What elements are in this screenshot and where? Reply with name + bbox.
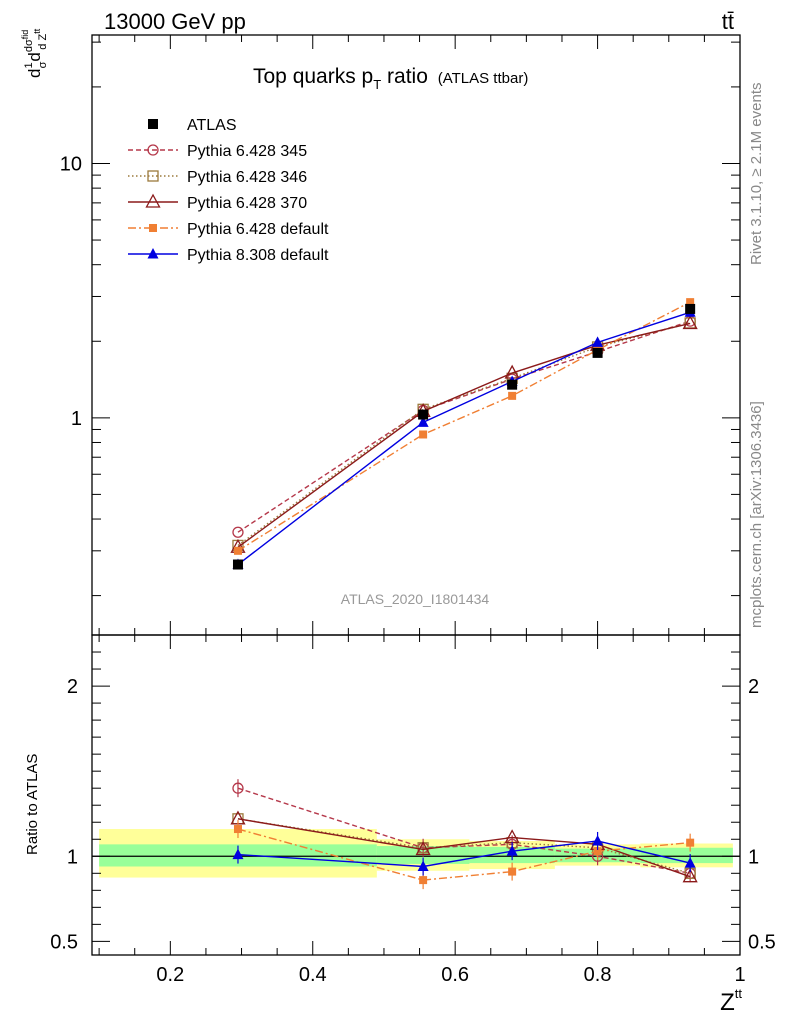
point-atlas [507, 379, 518, 390]
plot-title-main: Top quarks p [253, 65, 373, 88]
legend-entry-pythia-6-428-default: Pythia 6.428 default [128, 221, 329, 238]
point-pythia-8-308-default [592, 336, 604, 347]
ratio-point-pythia-8-308-default [592, 834, 604, 846]
point-atlas [418, 409, 429, 420]
ratio-point-pythia-6-428-default [419, 876, 428, 885]
x-tick-label: 0.4 [299, 964, 327, 986]
x-tick-label: 1 [734, 964, 745, 986]
legend-label-pythia-6-428-345: Pythia 6.428 345 [187, 143, 307, 160]
energy-label: 13000 GeV pp [104, 9, 246, 34]
legend-entry-atlas: ATLAS [148, 117, 237, 134]
ratio-point-pythia-6-428-default [593, 847, 602, 856]
ratio-point-pythia-6-428-default [508, 867, 517, 876]
legend-marker-atlas [148, 119, 158, 129]
ratio-panel: 0.2 0.4 0.6 0.8 10.5 0.51 12 2 [50, 634, 776, 986]
x-tick-label: 0.8 [584, 964, 612, 986]
process-label: tt̄ [722, 9, 734, 34]
ratio-y-tick-label-left: 0.5 [50, 931, 78, 953]
legend-label-pythia-6-428-default: Pythia 6.428 default [187, 221, 329, 238]
ratio-y-tick-label-right: 0.5 [748, 931, 776, 953]
point-pythia-6-428-370 [682, 315, 698, 330]
rivet-version-label: Rivet 3.1.10, ≥ 2.1M events [748, 83, 765, 266]
x-tick-label: 0.6 [441, 964, 469, 986]
point-pythia-6-428-default [686, 298, 695, 307]
legend-marker-pythia-6-428-370 [145, 193, 161, 208]
x-axis-label-main: Z [720, 989, 735, 1016]
ratio-point-pythia-8-308-default [232, 848, 244, 860]
ratio-point-pythia-8-308-default [506, 845, 518, 856]
plot-title-small: (ATLAS ttbar) [438, 70, 529, 87]
ratio-point-pythia-8-308-default [684, 857, 696, 868]
ratio-point-pythia-6-428-370 [415, 841, 431, 856]
point-pythia-6-428-345 [232, 526, 244, 538]
legend-marker-pythia-6-428-345 [147, 144, 159, 156]
point-pythia-6-428-default [419, 430, 428, 439]
x-axis-label-sup: tt [735, 986, 743, 1001]
plot-title: Top quarks pT ratio (ATLAS ttbar) [253, 65, 528, 92]
legend-entry-pythia-6-428-370: Pythia 6.428 370 [128, 193, 307, 212]
legend-entry-pythia-8-308-default: Pythia 8.308 default [128, 247, 329, 264]
legend-marker-pythia-6-428-346 [147, 170, 159, 182]
legend-entry-pythia-6-428-345: Pythia 6.428 345 [128, 143, 307, 160]
ratio-band-inner-4 [640, 847, 733, 864]
x-axis-label: Ztt [720, 986, 742, 1016]
legend-label-atlas: ATLAS [187, 117, 237, 134]
legend-marker-pythia-8-308-default [147, 248, 159, 259]
legend-label-pythia-6-428-346: Pythia 6.428 346 [187, 169, 307, 186]
x-tick-label: 0.2 [156, 964, 184, 986]
legend-label-pythia-6-428-370: Pythia 6.428 370 [187, 195, 307, 212]
analysis-id-label: ATLAS_2020_I1801434 [341, 591, 490, 607]
series-line-pythia-6-428-345 [237, 320, 691, 533]
ratio-point-pythia-8-308-default [417, 860, 429, 871]
legend-marker-pythia-6-428-default [149, 224, 157, 232]
ratio-frame [91, 634, 741, 956]
ratio-y-tick-label-left: 1 [67, 846, 78, 868]
main-panel: 1 10 [60, 34, 741, 636]
y-tick-label: 10 [60, 153, 82, 175]
point-atlas [592, 347, 603, 358]
point-pythia-8-308-default [417, 416, 429, 427]
series-line-pythia-6-428-370 [237, 322, 691, 548]
plot-title-subscript: T [373, 77, 381, 92]
series-line-pythia-8-308-default [237, 311, 691, 566]
ratio-y-axis-label: Ratio to ATLAS [24, 754, 41, 855]
legend: ATLAS Pythia 6.428 345 Pythia 6.428 346 Pyt… [128, 117, 329, 264]
point-pythia-6-428-default [508, 391, 517, 400]
point-atlas [685, 303, 696, 314]
y-tick-label: 1 [71, 408, 82, 430]
plot-title-tail: ratio [381, 65, 428, 88]
ratio-point-pythia-6-428-default [233, 825, 242, 834]
ratio-y-tick-label-left: 2 [67, 676, 78, 698]
legend-label-pythia-8-308-default: Pythia 8.308 default [187, 247, 329, 264]
ratio-y-tick-label-right: 1 [748, 846, 759, 868]
ratio-point-pythia-6-428-370 [682, 868, 698, 883]
point-pythia-6-428-default [233, 546, 242, 555]
point-atlas [232, 559, 243, 570]
ratio-line-pythia-6-428-370 [237, 818, 691, 878]
ratio-point-pythia-6-428-default [686, 838, 695, 847]
ratio-point-pythia-6-428-345 [232, 782, 244, 794]
main-y-axis-label: d1 σddσfid d Ztt [20, 28, 49, 78]
mcplots-label: mcplots.cern.ch [arXiv:1306.3436] [748, 401, 765, 628]
ratio-y-tick-label-right: 2 [748, 676, 759, 698]
legend-entry-pythia-6-428-346: Pythia 6.428 346 [128, 169, 307, 186]
